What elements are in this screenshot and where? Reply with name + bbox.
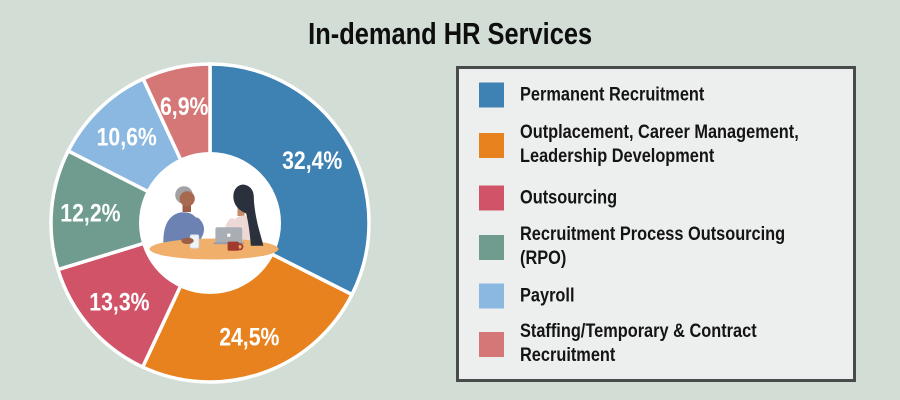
table bbox=[149, 238, 279, 260]
center-illustration bbox=[139, 152, 281, 294]
page-title: In-demand HR Services bbox=[0, 16, 900, 52]
legend-item-5: Payroll bbox=[479, 283, 583, 309]
legend-swatch bbox=[479, 185, 504, 211]
pie-slice-label: 10,6% bbox=[97, 123, 157, 151]
man-face bbox=[179, 191, 195, 207]
donut-chart: 32,4% 24,5% 13,3% 12,2% 10,6%6,9% bbox=[49, 62, 371, 384]
legend-swatch bbox=[479, 132, 504, 158]
pie-slice-label: 6,9% bbox=[160, 92, 208, 120]
coffee-mug bbox=[227, 241, 244, 251]
pie-slice-label: 13,3% bbox=[89, 288, 149, 316]
donut-hole bbox=[139, 152, 281, 294]
laptop-logo bbox=[227, 233, 231, 237]
legend-item-3: Outsourcing bbox=[479, 185, 633, 211]
pie-labels: 32,4% 24,5% 13,3% 12,2% 10,6%6,9% bbox=[60, 92, 342, 351]
legend: Permanent Recruitment Outplacement, Caree… bbox=[456, 66, 856, 382]
legend-swatch bbox=[479, 82, 504, 108]
pie-slice-label: 24,5% bbox=[219, 323, 279, 351]
legend-swatch bbox=[479, 234, 504, 260]
pie-slice-label: 12,2% bbox=[60, 199, 120, 227]
legend-item-2: Outplacement, Career Management, Leaders… bbox=[479, 121, 844, 169]
pie-slice-4 bbox=[49, 149, 212, 272]
legend-label: Outplacement, Career Management, Leaders… bbox=[520, 122, 799, 167]
pie-slice-label: 32,4% bbox=[282, 146, 342, 174]
legend-item-6: Staffing/Temporary & Contract Recruitmen… bbox=[479, 320, 853, 368]
man-hand bbox=[181, 237, 194, 244]
legend-label: Recruitment Process Outsourcing (RPO) bbox=[520, 224, 786, 269]
legend-label: Staffing/Temporary & Contract Recruitmen… bbox=[520, 321, 757, 366]
woman-hair bbox=[233, 184, 264, 246]
legend-item-1: Permanent Recruitment bbox=[479, 82, 734, 108]
legend-label: Outsourcing bbox=[520, 187, 618, 208]
page-title-text: In-demand HR Services bbox=[308, 16, 592, 51]
legend-label: Permanent Recruitment bbox=[520, 84, 705, 105]
legend-item-4: Recruitment Process Outsourcing (RPO) bbox=[479, 223, 853, 271]
legend-label: Payroll bbox=[520, 285, 575, 306]
legend-swatch bbox=[479, 331, 504, 357]
legend-swatch bbox=[479, 283, 504, 309]
